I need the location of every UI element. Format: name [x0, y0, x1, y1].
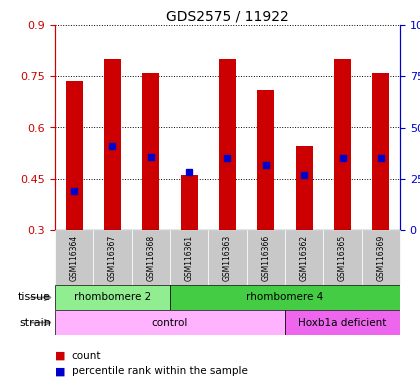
Text: ■: ■	[55, 351, 66, 361]
Bar	[131, 230, 170, 285]
Bar	[285, 310, 400, 335]
Text: tissue: tissue	[18, 293, 51, 303]
Bar	[323, 230, 362, 285]
Text: GSM116364: GSM116364	[70, 234, 79, 281]
Text: GSM116368: GSM116368	[146, 235, 155, 281]
Text: control: control	[152, 318, 188, 328]
Bar	[55, 230, 93, 285]
Bar	[55, 310, 285, 335]
Text: strain: strain	[19, 318, 51, 328]
Bar	[334, 59, 351, 230]
Text: GSM116361: GSM116361	[185, 235, 194, 281]
Bar	[66, 81, 83, 230]
Text: percentile rank within the sample: percentile rank within the sample	[72, 366, 248, 376]
Text: GSM116363: GSM116363	[223, 234, 232, 281]
Text: Hoxb1a deficient: Hoxb1a deficient	[298, 318, 387, 328]
Title: GDS2575 / 11922: GDS2575 / 11922	[166, 10, 289, 24]
Bar	[170, 285, 400, 310]
Text: ■: ■	[55, 366, 66, 376]
Text: GSM116369: GSM116369	[376, 234, 385, 281]
Bar	[208, 230, 247, 285]
Bar	[219, 59, 236, 230]
Text: GSM116367: GSM116367	[108, 234, 117, 281]
Text: GSM116366: GSM116366	[261, 234, 270, 281]
Bar	[181, 175, 198, 230]
Bar	[296, 146, 313, 230]
Bar	[257, 90, 274, 230]
Bar	[247, 230, 285, 285]
Text: rhombomere 4: rhombomere 4	[247, 293, 324, 303]
Bar	[104, 59, 121, 230]
Bar	[372, 73, 389, 230]
Bar	[170, 230, 208, 285]
Bar	[142, 73, 160, 230]
Bar	[55, 285, 170, 310]
Bar	[93, 230, 131, 285]
Text: GSM116365: GSM116365	[338, 234, 347, 281]
Text: GSM116362: GSM116362	[299, 235, 309, 281]
Text: rhombomere 2: rhombomere 2	[74, 293, 151, 303]
Bar	[285, 230, 323, 285]
Bar	[362, 230, 400, 285]
Text: count: count	[72, 351, 101, 361]
